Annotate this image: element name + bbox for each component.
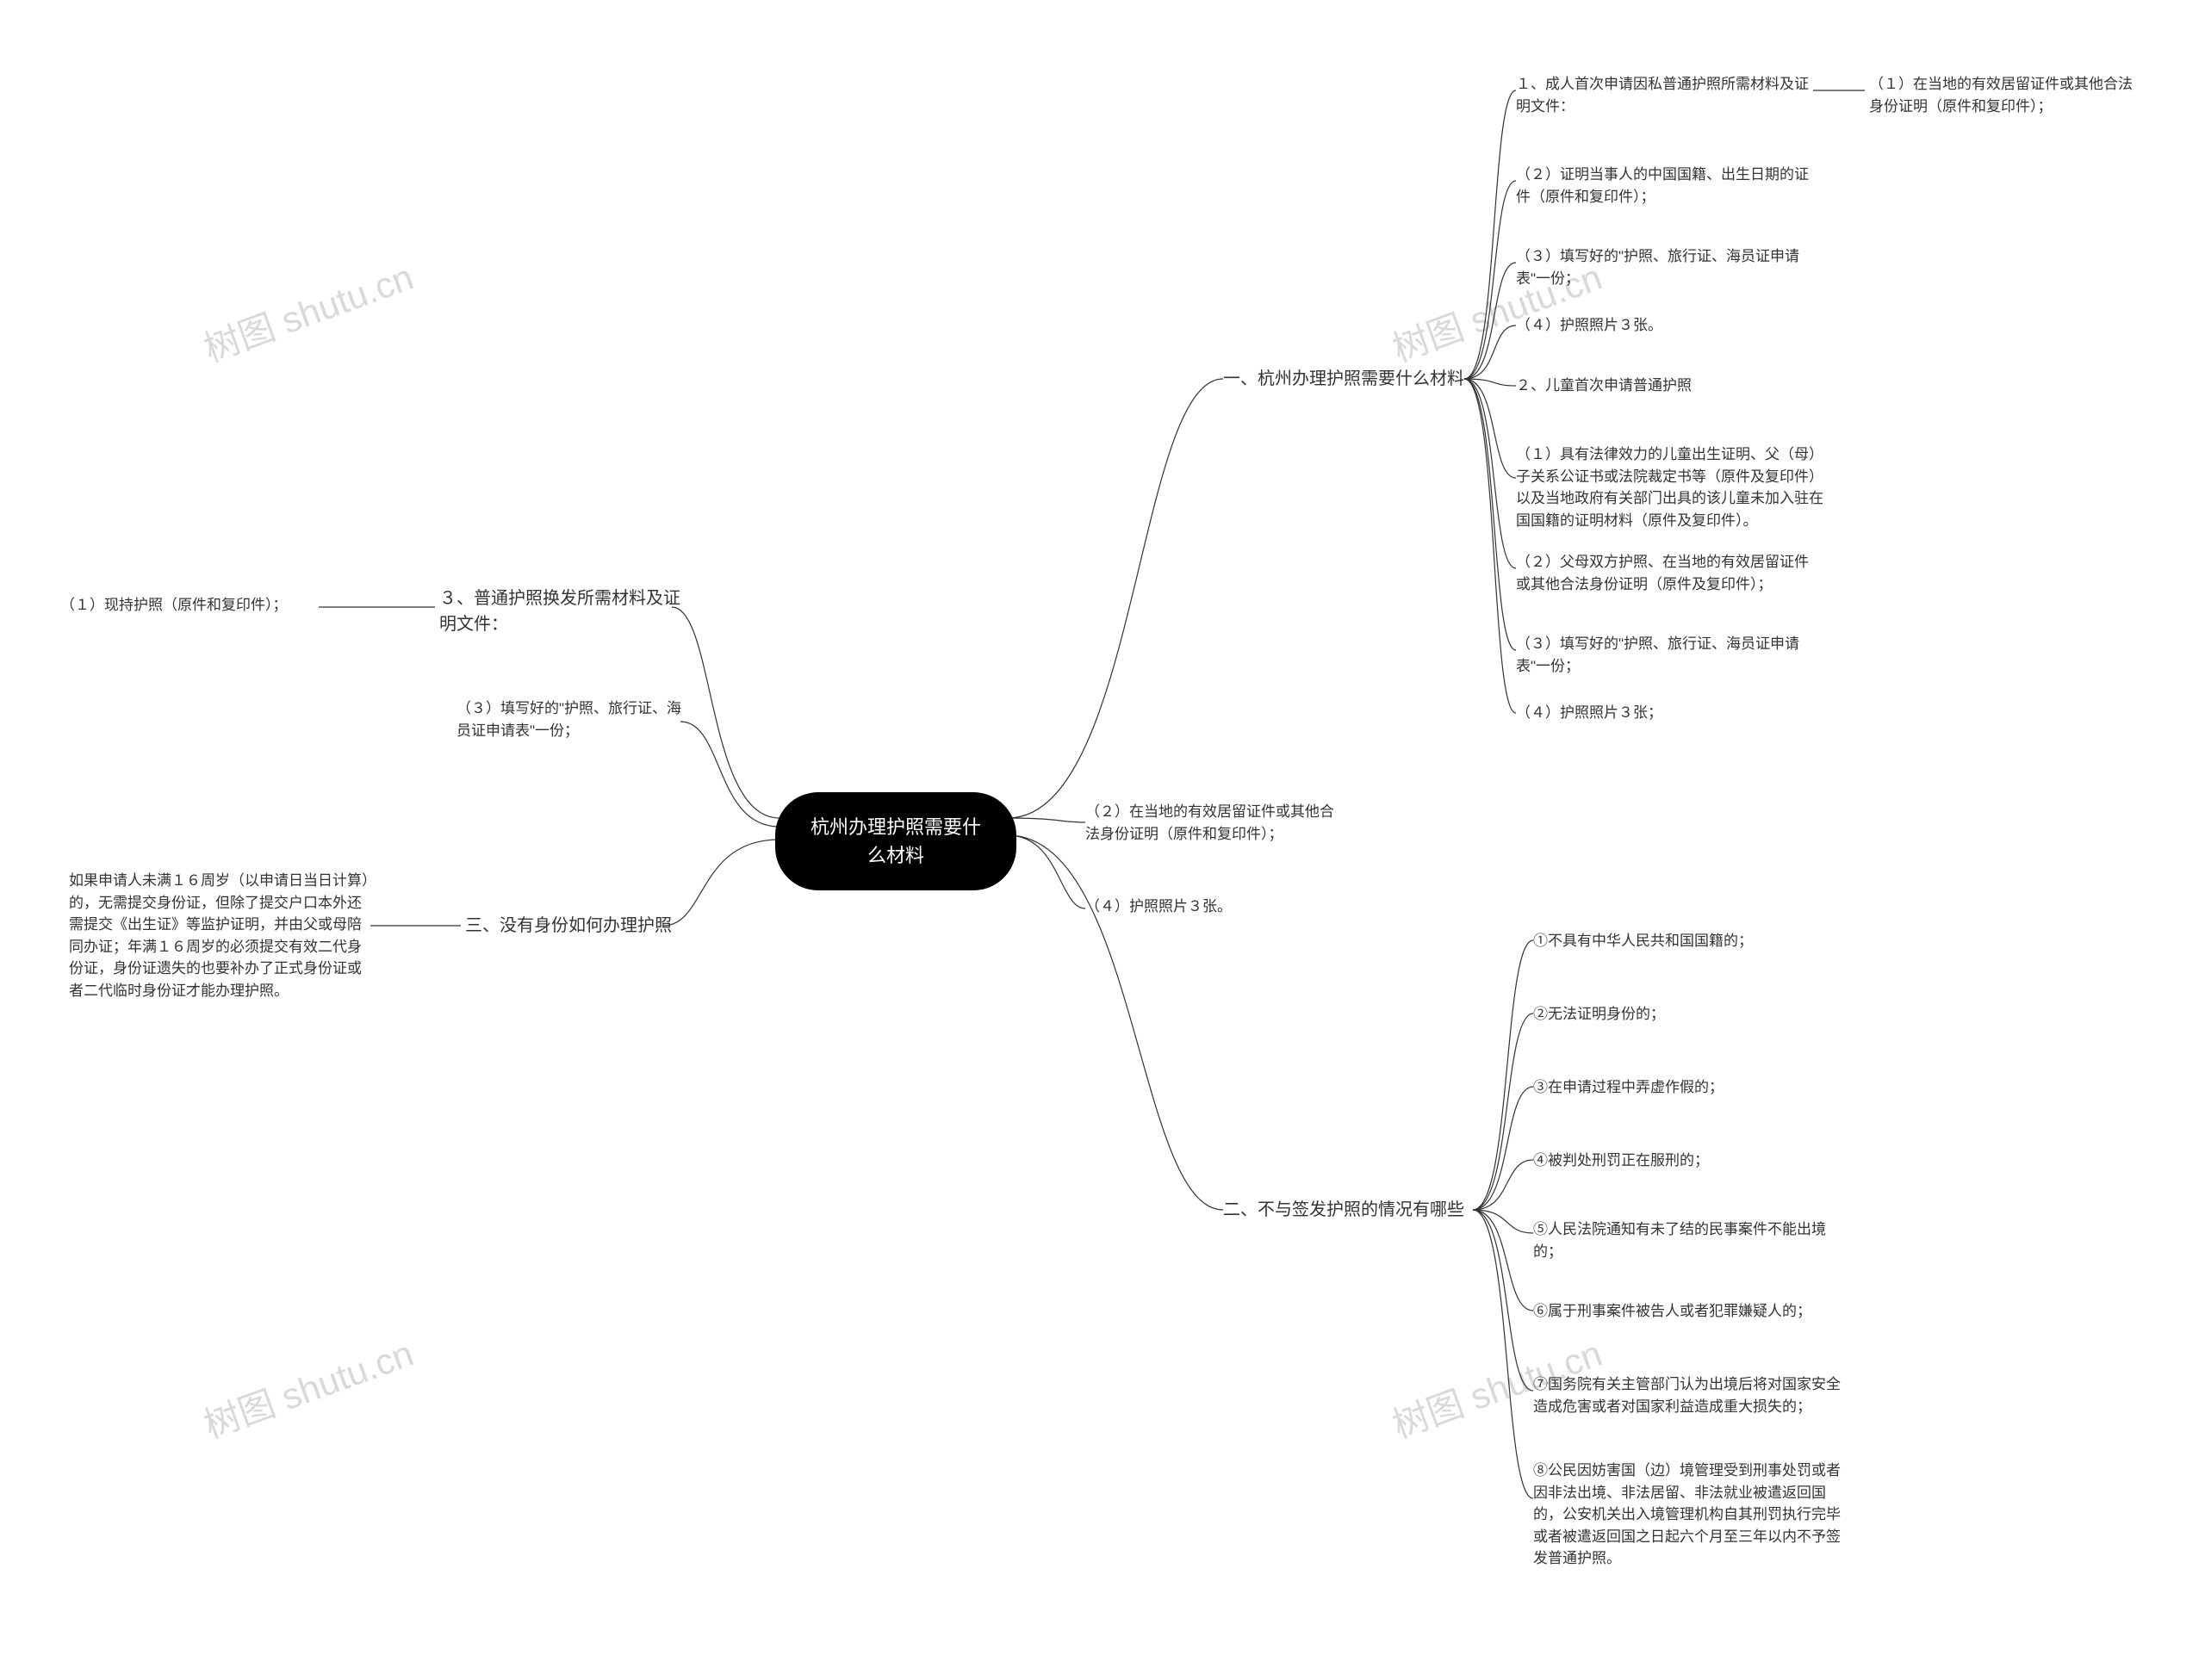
leaf-r2c6: ⑥属于刑事案件被告人或者犯罪嫌疑人的； [1533, 1300, 1811, 1323]
leaf-r2c8: ⑧公民因妨害国（边）境管理受到刑事处罚或者因非法出境、非法居留、非法就业被遣返回… [1533, 1460, 1852, 1570]
leaf-l1c1: （１）现持护照（原件和复印件）； [60, 594, 288, 617]
leaf-r1c5: ２、儿童首次申请普通护照 [1516, 375, 1692, 397]
leaf-r2c7: ⑦国务院有关主管部门认为出境后将对国家安全造成危害或者对国家利益造成重大损失的； [1533, 1373, 1843, 1417]
leaf-r1c4: （４）护照照片３张。 [1516, 314, 1662, 337]
leaf-r1c1: １、成人首次申请因私普通护照所需材料及证明文件： [1516, 73, 1809, 117]
watermark: 树图 shutu.cn [196, 1324, 419, 1448]
leaf-l3c1: 如果申请人未满１６周岁（以申请日当日计算）的，无需提交身份证，但除了提交户口本外… [69, 870, 370, 1001]
branch-l2: （３）填写好的"护照、旅行证、海员证申请表"一份； [457, 697, 689, 741]
leaf-r1c9: （４）护照照片３张； [1516, 702, 1662, 724]
leaf-r1c3: （３）填写好的"护照、旅行证、海员证申请表"一份； [1516, 245, 1809, 289]
branch-l1: ３、普通护照换发所需材料及证明文件： [439, 586, 680, 637]
mindmap-center: 杭州办理护照需要什么材料 [775, 792, 1016, 890]
branch-l3: 三、没有身份如何办理护照 [465, 913, 672, 939]
leaf-r2c3: ③在申请过程中弄虚作假的； [1533, 1076, 1724, 1099]
leaf-r1c8: （３）填写好的"护照、旅行证、海员证申请表"一份； [1516, 633, 1809, 677]
branch-r1: 一、杭州办理护照需要什么材料 [1223, 366, 1464, 392]
leaf-r1c7: （２）父母双方护照、在当地的有效居留证件或其他合法身份证明（原件及复印件）； [1516, 551, 1809, 595]
leaf-r2c2: ②无法证明身份的； [1533, 1003, 1665, 1026]
leaf-r1c2: （２）证明当事人的中国国籍、出生日期的证件（原件和复印件）； [1516, 164, 1809, 208]
watermark: 树图 shutu.cn [196, 248, 419, 372]
leaf-r2c1: ①不具有中华人民共和国国籍的； [1533, 930, 1753, 952]
leaf-r-extra1: （２）在当地的有效居留证件或其他合法身份证明（原件和复印件）； [1085, 801, 1344, 845]
leaf-r2c5: ⑤人民法院通知有未了结的民事案件不能出境的； [1533, 1218, 1826, 1262]
branch-r2: 二、不与签发护照的情况有哪些 [1223, 1197, 1464, 1223]
leaf-r-extra2: （４）护照照片３张。 [1085, 896, 1232, 918]
leaf-r2c4: ④被判处刑罚正在服刑的； [1533, 1150, 1709, 1172]
leaf-r1c6: （１）具有法律效力的儿童出生证明、父（母）子关系公证书或法院裁定书等（原件及复印… [1516, 443, 1826, 531]
leaf-r1c1-inline: （１）在当地的有效居留证件或其他合法身份证明（原件和复印件）； [1869, 73, 2145, 117]
